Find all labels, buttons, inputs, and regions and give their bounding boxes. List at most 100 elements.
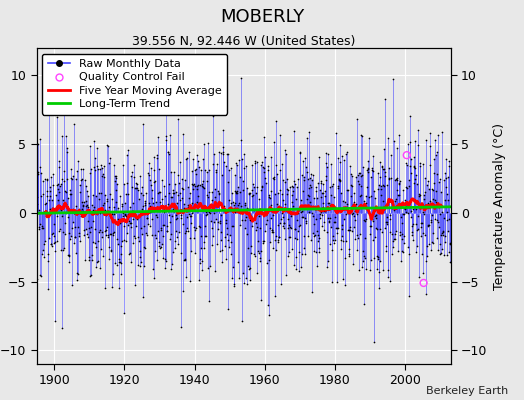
Point <box>279 214 287 220</box>
Point <box>56 205 64 212</box>
Point <box>269 174 277 181</box>
Point <box>212 168 221 175</box>
Point <box>89 191 97 198</box>
Point <box>296 150 304 156</box>
Point <box>138 203 147 210</box>
Point <box>274 190 282 196</box>
Point <box>283 216 292 223</box>
Point <box>69 206 78 213</box>
Point <box>139 121 147 127</box>
Point <box>343 187 352 193</box>
Point <box>435 203 443 210</box>
Point <box>296 222 304 228</box>
Point <box>174 241 182 248</box>
Point <box>155 166 163 172</box>
Point <box>156 189 164 195</box>
Point <box>114 256 123 262</box>
Point <box>314 180 322 186</box>
Point <box>55 158 63 164</box>
Point <box>119 237 128 243</box>
Point <box>96 265 104 272</box>
Point <box>436 188 445 195</box>
Text: MOBERLY: MOBERLY <box>220 8 304 26</box>
Point <box>288 198 297 205</box>
Point <box>358 248 367 254</box>
Point <box>308 176 316 183</box>
Point <box>432 198 440 205</box>
Point <box>47 174 56 180</box>
Point <box>133 216 141 222</box>
Point <box>63 149 71 155</box>
Point <box>221 208 230 214</box>
Point <box>217 212 225 218</box>
Point <box>383 214 391 220</box>
Point <box>109 230 117 236</box>
Point <box>251 252 259 259</box>
Point <box>442 156 451 162</box>
Point <box>251 157 259 164</box>
Point <box>192 186 201 193</box>
Point <box>371 194 379 201</box>
Point <box>95 209 104 216</box>
Point <box>179 130 188 137</box>
Point <box>43 188 51 194</box>
Point <box>211 194 219 200</box>
Point <box>365 194 374 200</box>
Point <box>220 203 228 210</box>
Point <box>380 96 389 102</box>
Point <box>114 241 123 247</box>
Point <box>35 224 43 230</box>
Point <box>236 210 244 216</box>
Point <box>316 214 324 221</box>
Point <box>329 232 337 239</box>
Point <box>323 200 332 206</box>
Point <box>421 175 429 181</box>
Point <box>62 189 71 196</box>
Point <box>438 245 446 252</box>
Point <box>278 190 286 197</box>
Point <box>357 132 365 138</box>
Point <box>74 158 83 164</box>
Point <box>183 202 192 208</box>
Point <box>437 232 445 238</box>
Point <box>292 236 301 242</box>
Point <box>307 184 315 190</box>
Point <box>386 229 395 236</box>
Point <box>128 208 136 214</box>
Point <box>419 280 428 286</box>
Point <box>344 250 353 257</box>
Point <box>346 182 355 188</box>
Point <box>199 184 207 190</box>
Point <box>226 204 234 210</box>
Point <box>310 248 318 255</box>
Point <box>379 198 387 204</box>
Point <box>438 209 446 215</box>
Point <box>250 183 258 190</box>
Point <box>317 194 325 200</box>
Point <box>438 129 446 136</box>
Point <box>162 258 170 264</box>
Point <box>399 249 408 255</box>
Point <box>216 220 224 227</box>
Point <box>158 202 166 208</box>
Point <box>39 177 47 184</box>
Point <box>285 233 293 240</box>
Point <box>238 216 246 223</box>
Point <box>277 204 286 210</box>
Point <box>278 210 286 216</box>
Point <box>241 225 249 232</box>
Point <box>394 192 402 198</box>
Point <box>280 225 288 232</box>
Point <box>333 225 342 232</box>
Point <box>260 169 268 176</box>
Point <box>106 155 115 161</box>
Point <box>139 294 147 301</box>
Point <box>217 150 226 156</box>
Point <box>329 202 337 208</box>
Point <box>439 228 447 234</box>
Point <box>284 252 292 259</box>
Point <box>141 198 150 204</box>
Point <box>361 218 369 224</box>
Point <box>401 197 410 204</box>
Point <box>264 166 272 173</box>
